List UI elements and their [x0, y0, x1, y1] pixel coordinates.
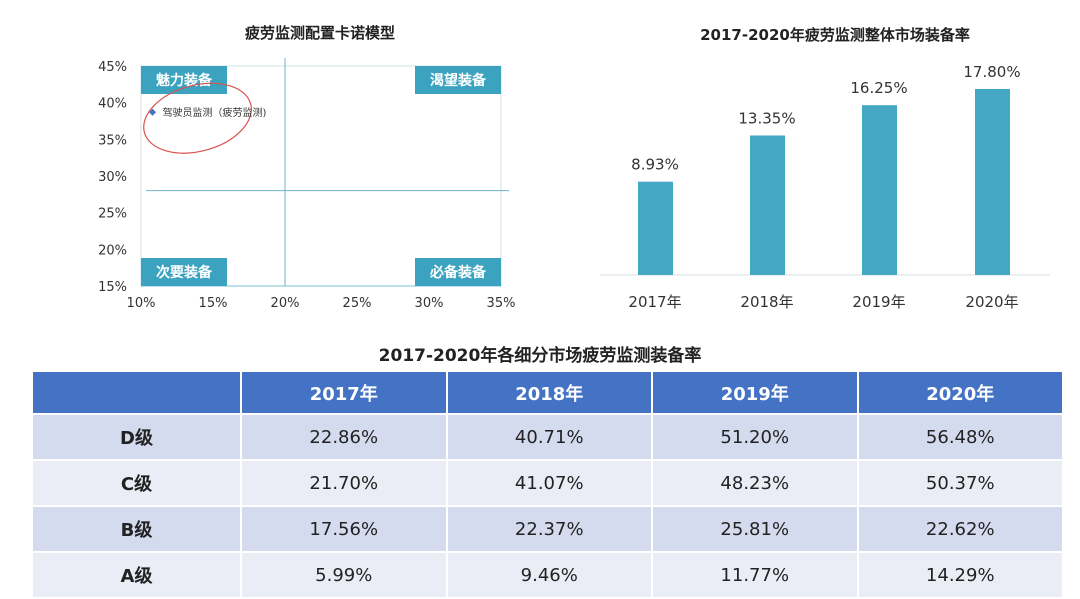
bar-title: 2017-2020年疲劳监测整体市场装备率: [700, 26, 970, 44]
y-tick-label: 45%: [98, 60, 127, 75]
quadrant-label-box: [141, 66, 227, 94]
x-tick-label: 35%: [487, 296, 516, 311]
table-row: A级 5.99% 9.46% 11.77% 14.29%: [33, 551, 1064, 597]
quadrant-label-top-left: 魅力装备: [156, 72, 213, 89]
quadrant-label-bottom-left: 次要装备: [156, 264, 213, 281]
row-label: C级: [33, 459, 242, 506]
table-cell: 17.56%: [241, 505, 448, 552]
table-cell: 22.86%: [241, 413, 448, 460]
y-tick-label: 25%: [98, 207, 127, 222]
quadrant-label-box: [415, 258, 501, 286]
segment-table: 2017年 2018年 2019年 2020年 D级 22.86% 40.71% 51…: [33, 372, 1064, 597]
header-cell: 2020年: [857, 372, 1064, 414]
data-label: 16.25%: [850, 79, 907, 97]
data-point-label: 驾驶员监测（疲劳监测): [163, 106, 267, 119]
x-tick-label: 30%: [415, 296, 444, 311]
table-cell: 9.46%: [446, 551, 653, 597]
table-cell: 14.29%: [857, 551, 1064, 597]
x-tick-label: 2019年: [852, 293, 905, 311]
data-label: 8.93%: [631, 156, 679, 174]
table-cell: 11.77%: [652, 551, 859, 597]
kano-scatter-chart: 10% 15% 20% 25% 30% 35%15%20%25%30%35%40%45%魅…: [98, 58, 516, 311]
table-cell: 40.71%: [446, 413, 653, 460]
data-label: 13.35%: [738, 109, 795, 127]
y-tick-label: 35%: [98, 133, 127, 148]
x-tick-label: 25%: [343, 296, 372, 311]
x-tick-label: 15%: [199, 296, 228, 311]
table-cell: 56.48%: [857, 413, 1064, 460]
row-label: A级: [33, 551, 242, 597]
table-cell: 22.62%: [857, 505, 1064, 552]
header-cell: 2018年: [446, 372, 653, 414]
bar: [750, 135, 785, 275]
quadrant-label-bottom-right: 必备装备: [429, 264, 487, 281]
bar: [862, 105, 897, 275]
table-title: 2017-2020年各细分市场疲劳监测装备率: [378, 346, 702, 366]
quadrant-label-box: [141, 258, 227, 286]
x-tick-label: 2017年: [628, 293, 681, 311]
table-cell: 5.99%: [241, 551, 448, 597]
bar: [975, 88, 1010, 275]
plot-border: [140, 65, 502, 287]
table-cell: 50.37%: [857, 459, 1064, 506]
y-tick-label: 15%: [98, 280, 127, 295]
table-row: D级 22.86% 40.71% 51.20% 56.48%: [33, 413, 1064, 460]
x-tick-label: 2018年: [740, 293, 793, 311]
table-cell: 51.20%: [652, 413, 859, 460]
row-label: B级: [33, 505, 242, 552]
bar: [638, 181, 673, 275]
table-row: B级 17.56% 22.37% 25.81% 22.62%: [33, 505, 1064, 552]
table-row: C级 21.70% 41.07% 48.23% 50.37%: [33, 459, 1064, 506]
data-label: 17.80%: [963, 63, 1020, 81]
table-cell: 22.37%: [446, 505, 653, 552]
table-header-row: 2017年 2018年 2019年 2020年: [33, 372, 1064, 414]
scatter-title: 疲劳监测配置卡诺模型: [244, 24, 395, 42]
header-cell: [33, 372, 242, 414]
x-tick-label: 20%: [271, 296, 300, 311]
table-cell: 41.07%: [446, 459, 653, 506]
table-cell: 25.81%: [652, 505, 859, 552]
y-tick-label: 40%: [98, 97, 127, 112]
quadrant-label-top-right: 渴望装备: [430, 72, 487, 89]
bar-chart: 8.93% 2017年 13.35% 2018年 16.25% 2019年 17.80% 20…: [600, 63, 1050, 311]
header-cell: 2017年: [241, 372, 448, 414]
x-tick-label: 2020年: [965, 293, 1018, 311]
table-cell: 48.23%: [652, 459, 859, 506]
highlight-circle: [143, 82, 252, 154]
row-label: D级: [33, 413, 242, 460]
y-tick-label: 20%: [98, 243, 127, 258]
quadrant-label-box: [415, 66, 501, 94]
header-cell: 2019年: [652, 372, 859, 414]
x-tick-label: 10%: [127, 296, 156, 311]
table-cell: 21.70%: [241, 459, 448, 506]
y-tick-label: 30%: [98, 170, 127, 185]
